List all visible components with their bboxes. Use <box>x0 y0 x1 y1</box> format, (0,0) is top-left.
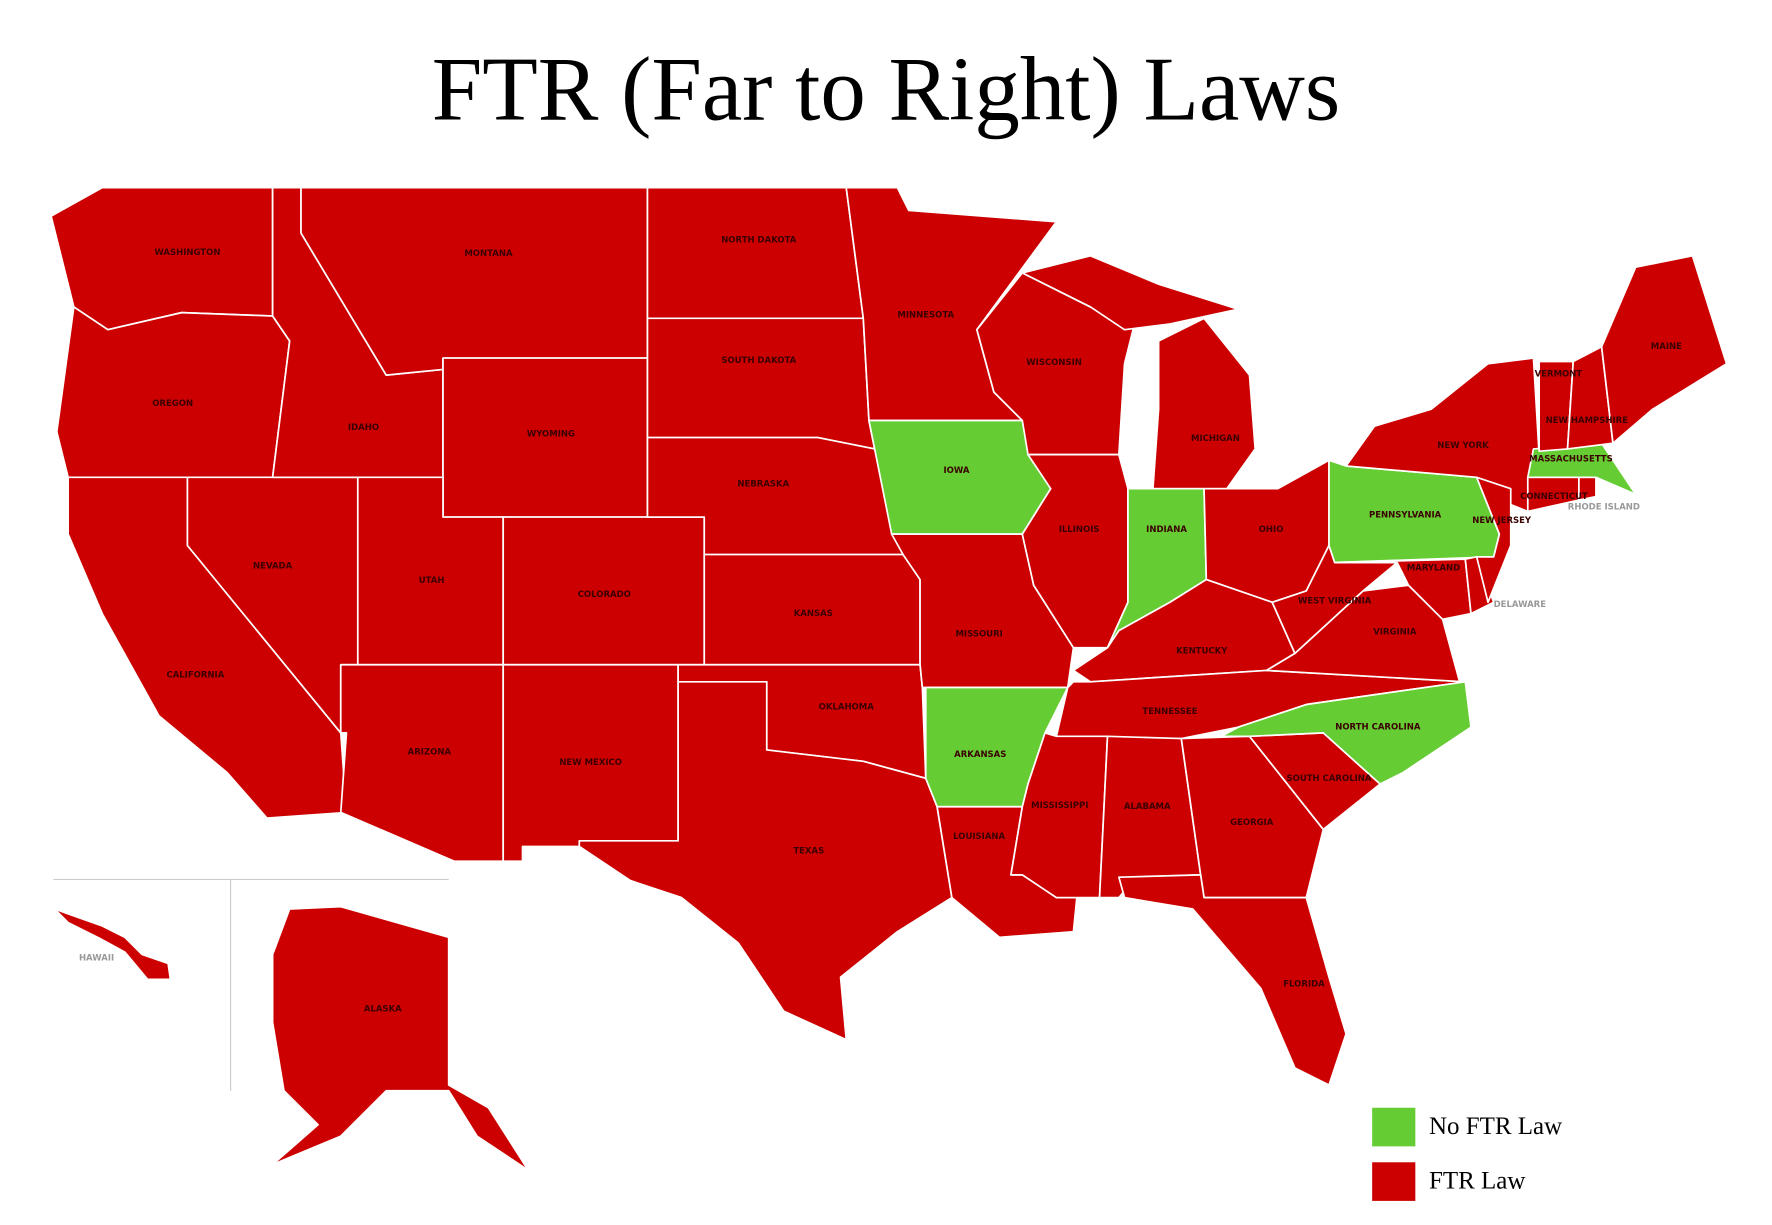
state <box>578 680 953 1041</box>
state-label: TENNESSEE <box>1142 707 1197 717</box>
state <box>53 908 172 981</box>
state-label: WYOMING <box>527 430 575 440</box>
state-label: FLORIDA <box>1283 979 1325 989</box>
state-label: OHIO <box>1259 525 1284 535</box>
state-label: LOUISIANA <box>953 832 1005 842</box>
state-label: PENNSYLVANIA <box>1369 510 1442 520</box>
map-title: FTR (Far to Right) Laws <box>432 39 1341 140</box>
state <box>1021 254 1257 490</box>
state-label: CONNECTICUT <box>1520 492 1588 502</box>
state-label: IOWA <box>943 466 969 476</box>
state-label: ALABAMA <box>1124 802 1171 812</box>
state-label: MONTANA <box>464 249 513 259</box>
state-label: NEVADA <box>253 561 293 571</box>
state-label: IDAHO <box>348 423 379 433</box>
state-label: NEW YORK <box>1437 441 1489 451</box>
legend-label: FTR Law <box>1429 1167 1525 1194</box>
state-label: KENTUCKY <box>1176 647 1228 657</box>
state <box>1118 874 1347 1086</box>
legend-label: No FTR Law <box>1429 1113 1562 1140</box>
state-label: MISSOURI <box>955 630 1002 640</box>
state <box>339 663 505 863</box>
state-label: WEST VIRGINIA <box>1298 597 1372 607</box>
state-label: VERMONT <box>1535 369 1583 379</box>
state-label: MARYLAND <box>1407 564 1460 574</box>
state-label: NEW MEXICO <box>559 758 622 768</box>
state-label: GEORGIA <box>1230 818 1274 828</box>
state-label: MICHIGAN <box>1191 434 1240 444</box>
state-label: HAWAII <box>79 953 114 963</box>
state <box>55 306 291 479</box>
state-label: NEW HAMPSHIRE <box>1546 416 1629 426</box>
state <box>868 419 1052 535</box>
states <box>50 186 1728 1172</box>
state-label: SOUTH DAKOTA <box>721 356 796 366</box>
state-label: ILLINOIS <box>1059 525 1100 535</box>
state-labels: WASHINGTON OREGON CALIFORNIA NEVADA IDAHO MON… <box>79 235 1682 1014</box>
state-label: ARIZONA <box>408 748 452 758</box>
state-label: NORTH CAROLINA <box>1335 723 1421 733</box>
state-label: INDIANA <box>1146 525 1187 535</box>
state <box>1475 476 1512 604</box>
state <box>50 186 274 331</box>
state-label: ARKANSAS <box>954 750 1006 760</box>
state-label: RHODE ISLAND <box>1568 502 1640 512</box>
state-label: SOUTH CAROLINA <box>1287 774 1372 784</box>
state-label: NORTH DAKOTA <box>721 235 797 245</box>
state-label: WASHINGTON <box>154 248 220 258</box>
state-label: WISCONSIN <box>1026 358 1082 368</box>
state-label: TEXAS <box>793 847 824 857</box>
state <box>646 186 865 320</box>
state-label: COLORADO <box>578 590 631 600</box>
state-label: NEW JERSEY <box>1472 516 1532 526</box>
legend-swatch <box>1372 1107 1416 1147</box>
state-label: MINNESOTA <box>897 310 954 320</box>
state <box>1600 254 1728 445</box>
state <box>646 317 876 450</box>
state-label: NEBRASKA <box>737 480 789 490</box>
state-label: OREGON <box>152 399 193 409</box>
state-label: MASSACHUSETTS <box>1529 455 1613 465</box>
state-label: CALIFORNIA <box>166 670 224 680</box>
legend: No FTR Law FTR Law <box>1372 1107 1562 1201</box>
state-label: MISSISSIPPI <box>1031 801 1088 811</box>
state <box>271 905 530 1172</box>
state <box>1021 453 1129 649</box>
state-label: UTAH <box>419 576 445 586</box>
state-label: ALASKA <box>364 1004 402 1014</box>
state-label: OKLAHOMA <box>819 702 875 712</box>
state-label: KANSAS <box>794 609 833 619</box>
state-label: MAINE <box>1651 342 1682 352</box>
state-label: DELAWARE <box>1494 600 1547 610</box>
state-label: VIRGINIA <box>1373 627 1417 637</box>
state <box>1220 680 1472 785</box>
legend-swatch <box>1372 1162 1416 1201</box>
